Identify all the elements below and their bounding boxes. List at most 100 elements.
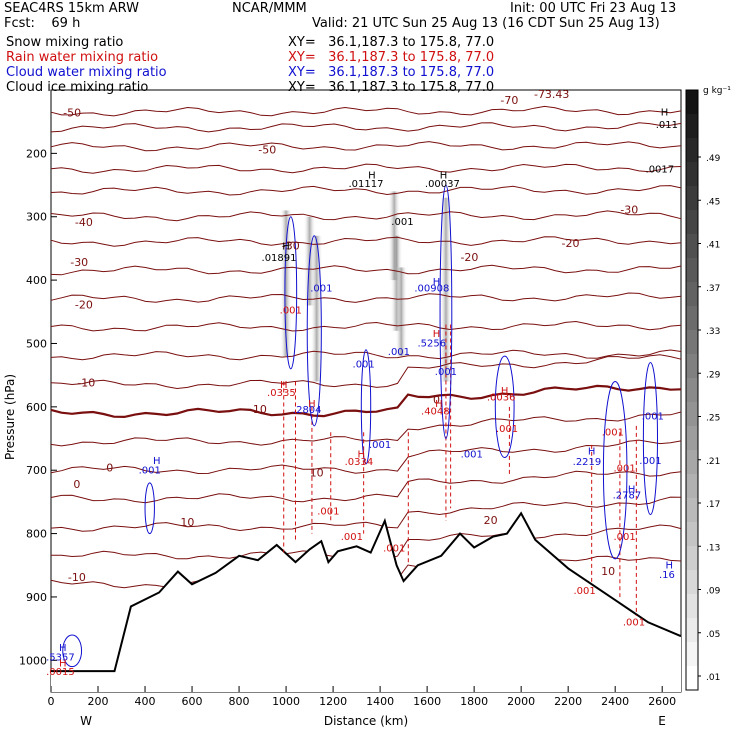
legend-rain-label: Rain water mixing ratio xyxy=(6,50,159,65)
isotherm-line xyxy=(50,292,682,303)
isotherm-line xyxy=(50,320,682,332)
colorbar-cell xyxy=(686,546,698,571)
colorbar-cell xyxy=(686,426,698,451)
cloudwater-contour xyxy=(144,482,155,535)
x-axis-west-label: W xyxy=(80,714,92,728)
isotherm-line xyxy=(50,470,682,504)
isotherm-label: 10 xyxy=(601,565,615,578)
isotherm-line xyxy=(50,354,682,390)
valid-time: Valid: 21 UTC Sun 25 Aug 13 (16 CDT Sun … xyxy=(312,16,660,31)
x-tick-label: 1200 xyxy=(319,695,347,708)
forecast-hour: Fcst: 69 h xyxy=(4,16,81,31)
field-annotation: H xyxy=(661,107,669,118)
field-annotation: H xyxy=(588,446,596,457)
y-tick-label: 900 xyxy=(26,591,47,604)
field-annotation: H xyxy=(282,242,290,253)
isotherm-label: -10 xyxy=(249,403,267,416)
isotherm-label: 0 xyxy=(433,394,440,407)
field-annotation: H xyxy=(308,399,316,410)
field-annotation: .001 xyxy=(139,465,161,476)
isotherm-line xyxy=(50,210,682,222)
colorbar-unit: g kg⁻¹ xyxy=(703,86,731,96)
colorbar-label: .49 xyxy=(706,154,721,164)
cloudwater-contour xyxy=(602,380,628,560)
colorbar-cell xyxy=(686,90,698,115)
colorbar: .49 .45 .41 .37 .33 .29 .25 .21 .17 .13 .09 .05 .01 xyxy=(685,89,721,691)
field-annotation: .0036 xyxy=(487,393,516,404)
colorbar-cell xyxy=(686,474,698,499)
colorbar-label: .21 xyxy=(706,457,720,467)
isotherm-line xyxy=(50,141,682,152)
cloudwater-contour xyxy=(284,216,298,370)
y-tick-label: 300 xyxy=(26,211,47,224)
cloudwater-contour xyxy=(360,349,372,465)
field-annotation: .001 xyxy=(613,463,635,474)
field-annotation: H xyxy=(368,171,376,182)
legend-cloudice-xy: XY= 36.1,187.3 to 175.8, 77.0 xyxy=(288,80,495,95)
y-tick-label: 400 xyxy=(26,274,47,287)
x-tick-label: 1800 xyxy=(460,695,488,708)
isotherm-line xyxy=(50,411,682,447)
field-annotation: H xyxy=(358,450,366,461)
colorbar-cell xyxy=(686,138,698,163)
field-annotation: .001 xyxy=(317,507,339,518)
y-tick-label: 700 xyxy=(26,464,47,477)
x-tick-label: 2000 xyxy=(507,695,535,708)
isotherm-line xyxy=(50,105,682,117)
x-tick-label: 800 xyxy=(229,695,250,708)
field-annotation: .001 xyxy=(383,543,405,554)
isotherm-label: 20 xyxy=(484,514,498,527)
field-annotation: H xyxy=(433,329,441,340)
isotherm-line xyxy=(50,496,682,532)
field-annotation: .001 xyxy=(573,586,595,597)
field-annotation: .001 xyxy=(602,427,624,438)
legend-snow-xy: XY= 36.1,187.3 to 175.8, 77.0 xyxy=(288,35,495,50)
isotherm-line xyxy=(50,185,682,196)
field-annotation: .001 xyxy=(639,456,661,467)
colorbar-cell xyxy=(686,234,698,259)
isotherm-label: -40 xyxy=(75,216,93,229)
y-tick-label: 800 xyxy=(26,528,47,541)
isotherm-label: -30 xyxy=(282,240,300,253)
colorbar-cell xyxy=(686,330,698,355)
field-annotation: .001 xyxy=(496,424,518,435)
cloudwater-contour xyxy=(62,634,83,668)
isotherm-line xyxy=(50,349,682,361)
cloudwater-contour xyxy=(439,184,453,440)
isotherm-label: -50 xyxy=(63,107,81,120)
cloudwater-contour xyxy=(494,355,515,459)
field-annotation: .0015 xyxy=(46,667,75,678)
field-annotation: .001 xyxy=(461,450,483,461)
model-title: SEAC4RS 15km ARW xyxy=(4,1,140,16)
x-tick-label: 200 xyxy=(88,695,109,708)
legend-cloudice-label: Cloud ice mixing ratio xyxy=(6,80,149,95)
field-annotation: .5357 xyxy=(46,652,75,663)
isotherm-line xyxy=(50,163,682,174)
x-tick-label: 1400 xyxy=(366,695,394,708)
legend-rain-xy: XY= 36.1,187.3 to 175.8, 77.0 xyxy=(288,50,495,65)
y-axis-label: Pressure (hPa) xyxy=(3,374,17,460)
field-annotation: .2787 xyxy=(613,491,642,502)
colorbar-cell xyxy=(686,642,698,667)
isotherm-label: -20 xyxy=(460,251,478,264)
colorbar-cell xyxy=(686,522,698,547)
colorbar-label: .01 xyxy=(706,673,720,683)
field-annotation: .16 xyxy=(659,570,675,581)
field-annotation: H xyxy=(440,171,448,182)
cloudwater-contour xyxy=(306,235,322,427)
terrain-line xyxy=(51,511,682,673)
field-annotation: .5256 xyxy=(418,339,447,350)
legend-snow-label: Snow mixing ratio xyxy=(6,35,124,50)
colorbar-cell xyxy=(686,666,698,691)
colorbar-cell xyxy=(686,498,698,523)
field-annotation: H xyxy=(435,399,443,410)
colorbar-cell xyxy=(686,618,698,643)
isotherm-label: 10 xyxy=(310,467,324,480)
x-tick-label: 2600 xyxy=(648,695,676,708)
colorbar-label: .25 xyxy=(706,414,720,424)
field-annotation: .001 xyxy=(623,617,645,628)
isotherm-label: -20 xyxy=(75,299,93,312)
colorbar-label: .33 xyxy=(706,327,720,337)
colorbar-label: .13 xyxy=(706,543,720,553)
cloudwater-contour xyxy=(642,361,658,516)
